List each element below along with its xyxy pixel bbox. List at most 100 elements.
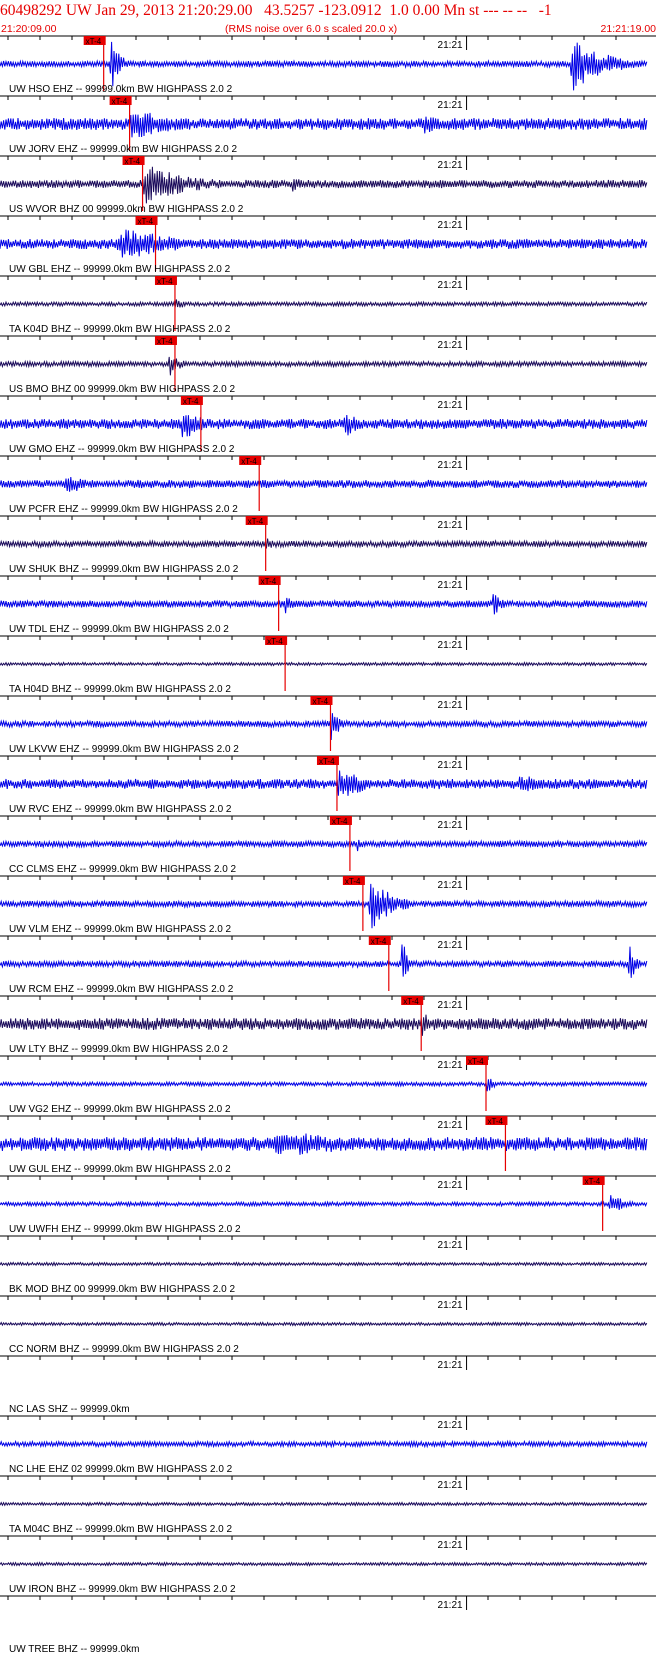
trace-panel: 21:21 xT-4 UW GMO EHZ -- 99999.0km BW HIGH…: [0, 395, 656, 455]
minute-tick-label: 21:21: [438, 400, 463, 411]
minute-tick-label: 21:21: [438, 1120, 463, 1131]
pick-flag: [135, 216, 158, 225]
pick-label: xT-4: [585, 1177, 601, 1186]
station-label: UW IRON BHZ -- 99999.0km BW HIGHPASS 2.0…: [9, 1584, 236, 1595]
station-label: UW GBL EHZ -- 99999.0km BW HIGHPASS 2.0 …: [9, 264, 231, 275]
pick-label: xT-4: [157, 337, 173, 346]
waveform-trace: [0, 1078, 648, 1092]
trace-panel: 21:21 xT-4 UW LTY BHZ -- 99999.0km BW HIGH…: [0, 995, 656, 1055]
pick-flag: [466, 1056, 488, 1065]
pick-label: xT-4: [487, 1117, 503, 1126]
minute-tick-label: 21:21: [438, 1540, 463, 1551]
station-label: US BMO BHZ 00 99999.0km BW HIGHPASS 2.0 …: [9, 384, 235, 395]
pick-flag: [154, 336, 177, 345]
pick-flag: [316, 756, 339, 765]
waveform-trace: [0, 166, 648, 204]
minute-tick-label: 21:21: [438, 880, 463, 891]
rms-noise-note: (RMS noise over 6.0 s scaled 20.0 x): [225, 23, 398, 35]
trace-panel: 21:21 xT-4 UW RVC EHZ -- 99999.0km BW HIGH…: [0, 755, 656, 815]
pick-label: xT-4: [319, 757, 335, 766]
minute-tick-label: 21:21: [438, 220, 463, 231]
pick-flag: [485, 1116, 508, 1125]
pick-flag: [122, 156, 145, 165]
trace-panel: 21:21 xT-4 UW GUL EHZ -- 99999.0km BW HIGH…: [0, 1115, 656, 1175]
trace-panel: 21:21 xT-4 UW SHUK BHZ -- 99999.0km BW HIG…: [0, 515, 656, 575]
minute-tick-label: 21:21: [438, 160, 463, 171]
trace-panel: 21:21 xT-4 US WVOR BHZ 00 99999.0km BW HIG…: [0, 155, 656, 215]
pick-label: xT-4: [468, 1057, 484, 1066]
minute-tick-label: 21:21: [438, 1300, 463, 1311]
pick-flag: [180, 396, 203, 405]
trace-panel: 21:21 xT-4 TA K04D BHZ -- 99999.0km BW HIG…: [0, 275, 656, 335]
station-label: UW GMO EHZ -- 99999.0km BW HIGHPASS 2.0 …: [9, 444, 235, 455]
station-label: UW UWFH EHZ -- 99999.0km BW HIGHPASS 2.0…: [9, 1224, 241, 1235]
pick-label: xT-4: [312, 697, 328, 706]
pick-flag: [582, 1176, 605, 1185]
waveform-trace: [0, 476, 648, 492]
station-label: TA M04C BHZ -- 99999.0km BW HIGHPASS 2.0…: [9, 1524, 232, 1535]
pick-flag: [342, 876, 365, 885]
pick-flag: [154, 276, 177, 285]
waveform-trace: [0, 538, 648, 549]
trace-panel: 21:21 NC LAS SHZ -- 99999.0km: [0, 1355, 656, 1415]
minute-tick-label: 21:21: [438, 640, 463, 651]
trace-panel: 21:21 UW IRON BHZ -- 99999.0km BW HIGHPAS…: [0, 1535, 656, 1595]
pick-label: xT-4: [345, 877, 361, 886]
station-label: CC NORM BHZ -- 99999.0km BW HIGHPASS 2.0…: [9, 1344, 239, 1355]
station-label: UW TDL EHZ -- 99999.0km BW HIGHPASS 2.0 …: [9, 624, 229, 635]
waveform-trace: [0, 1501, 648, 1507]
minute-tick-label: 21:21: [438, 1000, 463, 1011]
waveform-trace: [0, 414, 648, 438]
pick-flag: [265, 636, 288, 645]
pick-label: xT-4: [371, 937, 387, 946]
trace-panel: 21:21 BK MOD BHZ 00 99999.0km BW HIGHPASS…: [0, 1235, 656, 1295]
pick-label: xT-4: [261, 577, 277, 586]
station-label: UW VLM EHZ -- 99999.0km BW HIGHPASS 2.0 …: [9, 924, 232, 935]
minute-tick-label: 21:21: [438, 520, 463, 531]
trace-panel: 21:21 xT-4 US BMO BHZ 00 99999.0km BW HIGH…: [0, 335, 656, 395]
trace-panel: 21:21 xT-4 UW VLM EHZ -- 99999.0km BW HIGH…: [0, 875, 656, 935]
pick-flag: [245, 516, 268, 525]
waveform-trace: [0, 1439, 648, 1449]
minute-tick-label: 21:21: [438, 1600, 463, 1611]
minute-tick-label: 21:21: [438, 340, 463, 351]
station-label: UW LTY BHZ -- 99999.0km BW HIGHPASS 2.0 …: [9, 1044, 228, 1055]
minute-tick-label: 21:21: [438, 1360, 463, 1371]
pick-flag: [368, 936, 391, 945]
waveform-trace: [0, 1561, 648, 1567]
minute-tick-label: 21:21: [438, 280, 463, 291]
station-label: NC LAS SHZ -- 99999.0km: [9, 1404, 130, 1415]
pick-label: xT-4: [112, 97, 128, 106]
pick-label: xT-4: [332, 817, 348, 826]
start-time-label: 21:20:09.00: [1, 23, 57, 35]
station-label: UW LKVW EHZ -- 99999.0km BW HIGHPASS 2.0…: [9, 744, 239, 755]
station-label: UW RCM EHZ -- 99999.0km BW HIGHPASS 2.0 …: [9, 984, 234, 995]
waveform-trace: [0, 713, 648, 741]
minute-tick-label: 21:21: [438, 1240, 463, 1251]
trace-panel: 21:21 xT-4 UW HSO EHZ -- 99999.0km BW HIGH…: [0, 35, 656, 95]
waveform-trace: [0, 944, 648, 978]
trace-panel: 21:21 CC NORM BHZ -- 99999.0km BW HIGHPAS…: [0, 1295, 656, 1355]
pick-label: xT-4: [403, 997, 419, 1006]
station-label: UW SHUK BHZ -- 99999.0km BW HIGHPASS 2.0…: [9, 564, 239, 575]
minute-tick-label: 21:21: [438, 700, 463, 711]
trace-panel: 21:21 xT-4 TA H04D BHZ -- 99999.0km BW HIG…: [0, 635, 656, 695]
station-label: NC LHE EHZ 02 99999.0km BW HIGHPASS 2.0 …: [9, 1464, 233, 1475]
waveform-trace: [0, 661, 648, 667]
trace-panel: 21:21 xT-4 UW LKVW EHZ -- 99999.0km BW HIG…: [0, 695, 656, 755]
station-label: UW HSO EHZ -- 99999.0km BW HIGHPASS 2.0 …: [9, 84, 233, 95]
trace-panel: 21:21 xT-4 CC CLMS EHZ -- 99999.0km BW HIG…: [0, 815, 656, 875]
minute-tick-label: 21:21: [438, 820, 463, 831]
pick-flag: [109, 96, 132, 105]
station-label: BK MOD BHZ 00 99999.0km BW HIGHPASS 2.0 …: [9, 1284, 235, 1295]
trace-panel: 21:21 xT-4 UW JORV EHZ -- 99999.0km BW HIG…: [0, 95, 656, 155]
trace-panel: 21:21 xT-4 UW TDL EHZ -- 99999.0km BW HIGH…: [0, 575, 656, 635]
pick-flag: [310, 696, 333, 705]
trace-panel: 21:21 xT-4 UW VG2 EHZ -- 99999.0km BW HIGH…: [0, 1055, 656, 1115]
event-header-title: 60498292 UW Jan 29, 2013 21:20:29.00 43.…: [0, 2, 552, 19]
pick-label: xT-4: [125, 157, 141, 166]
trace-panel: 21:21 xT-4 UW PCFR EHZ -- 99999.0km BW HIG…: [0, 455, 656, 515]
station-label: UW TREE BHZ -- 99999.0km: [9, 1644, 139, 1655]
station-label: CC CLMS EHZ -- 99999.0km BW HIGHPASS 2.0…: [9, 864, 237, 875]
